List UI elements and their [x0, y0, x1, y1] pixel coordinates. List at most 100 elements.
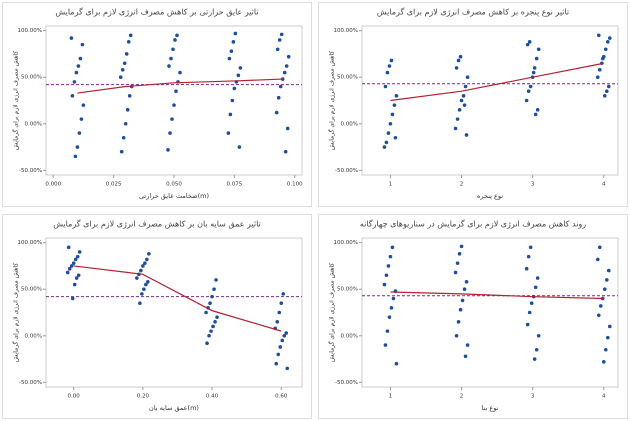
x-tick-label: 4 [602, 394, 606, 400]
data-point [135, 276, 139, 280]
data-point [70, 94, 75, 98]
data-point [388, 254, 393, 259]
mean-line [77, 78, 283, 94]
data-point [207, 333, 211, 338]
data-point [535, 276, 540, 280]
data-point [454, 333, 459, 338]
data-point [603, 47, 608, 52]
data-point [597, 245, 602, 250]
data-point [166, 148, 170, 152]
data-point [78, 56, 83, 61]
x-tick-label: 1 [389, 182, 393, 188]
data-point [77, 250, 82, 254]
y-tick-label: 100.00% [334, 240, 358, 246]
y-axis-label: کاهش مصرف انرژی لازم برای گرمایش [328, 51, 336, 150]
data-point [607, 324, 612, 329]
mean-line [390, 62, 604, 102]
data-point [140, 292, 144, 296]
y-tick-label: -50.00% [335, 168, 358, 174]
data-point [384, 140, 389, 145]
data-point [278, 84, 283, 89]
data-point [80, 42, 85, 47]
data-point [463, 84, 468, 89]
data-point [230, 98, 235, 103]
data-point [604, 278, 609, 282]
data-point [275, 320, 280, 324]
data-point [285, 366, 290, 371]
data-point [122, 61, 127, 66]
data-point [455, 261, 460, 265]
data-point [279, 32, 284, 37]
data-point [123, 121, 128, 126]
data-point [277, 310, 282, 315]
data-point [65, 270, 70, 275]
data-point [146, 279, 150, 284]
x-axis-label: عمق سایه بان(m) [149, 404, 199, 412]
data-point [74, 276, 79, 280]
data-point [76, 64, 81, 68]
data-point [389, 306, 394, 310]
data-point [388, 121, 393, 126]
data-point [598, 304, 603, 308]
data-point [283, 149, 288, 154]
data-point [390, 245, 395, 250]
y-tick-label: -50.00% [335, 380, 358, 386]
data-point [208, 301, 212, 305]
data-point [147, 252, 151, 256]
data-point [604, 89, 609, 93]
x-tick-label: 0.075 [227, 182, 243, 188]
data-point [595, 75, 600, 80]
data-point [455, 117, 460, 121]
data-point [79, 117, 84, 121]
x-tick-label: 0.00 [68, 394, 81, 400]
data-point [168, 131, 172, 135]
data-point [145, 257, 149, 262]
data-point [81, 103, 86, 107]
data-point [210, 294, 214, 299]
data-point [605, 335, 610, 340]
data-point [75, 254, 80, 259]
x-tick-label: 0.20 [137, 394, 150, 400]
data-point [461, 94, 466, 98]
data-point [387, 64, 392, 68]
data-point [453, 126, 458, 131]
x-axis-label: نوع پنجره [477, 192, 503, 200]
data-point [596, 33, 601, 38]
data-point [172, 103, 176, 107]
panel-frame [2, 2, 312, 207]
x-tick-label: 4 [602, 182, 606, 188]
x-axis-label: نوع بنا [482, 404, 499, 412]
data-point [173, 38, 177, 42]
panel: تاثیر نوع پنجره بر کاهش مصرف انرژی لازم … [318, 2, 628, 207]
data-point [602, 287, 607, 292]
data-point [127, 94, 132, 98]
y-axis-label: کاهش مصرف انرژی لازم برای گرمایش [12, 263, 20, 362]
plot-frame [361, 25, 619, 176]
data-point [119, 149, 124, 154]
data-point [126, 40, 131, 44]
data-point [385, 329, 390, 333]
data-point [72, 282, 77, 287]
data-point [128, 33, 133, 38]
data-point [456, 320, 461, 324]
data-point [72, 80, 77, 84]
data-point [596, 313, 601, 318]
data-point [276, 95, 281, 100]
data-point [524, 98, 529, 103]
y-tick-label: 50.00% [337, 75, 358, 81]
x-tick-label: 0.60 [275, 394, 288, 400]
data-point [75, 145, 80, 149]
data-point [458, 307, 463, 312]
data-point [524, 266, 529, 271]
x-tick-label: 0.025 [106, 182, 122, 188]
data-point [69, 36, 74, 40]
data-point [595, 257, 600, 262]
y-tick-label: 50.00% [21, 287, 42, 293]
data-point [384, 273, 389, 278]
data-point [120, 67, 125, 72]
data-point [453, 270, 458, 275]
y-tick-label: 100.00% [18, 240, 42, 246]
data-point [237, 145, 242, 149]
data-point [277, 38, 282, 42]
chart-title: روند کاهش مصرف انرژی لازم برای گرمایش در… [360, 219, 586, 229]
